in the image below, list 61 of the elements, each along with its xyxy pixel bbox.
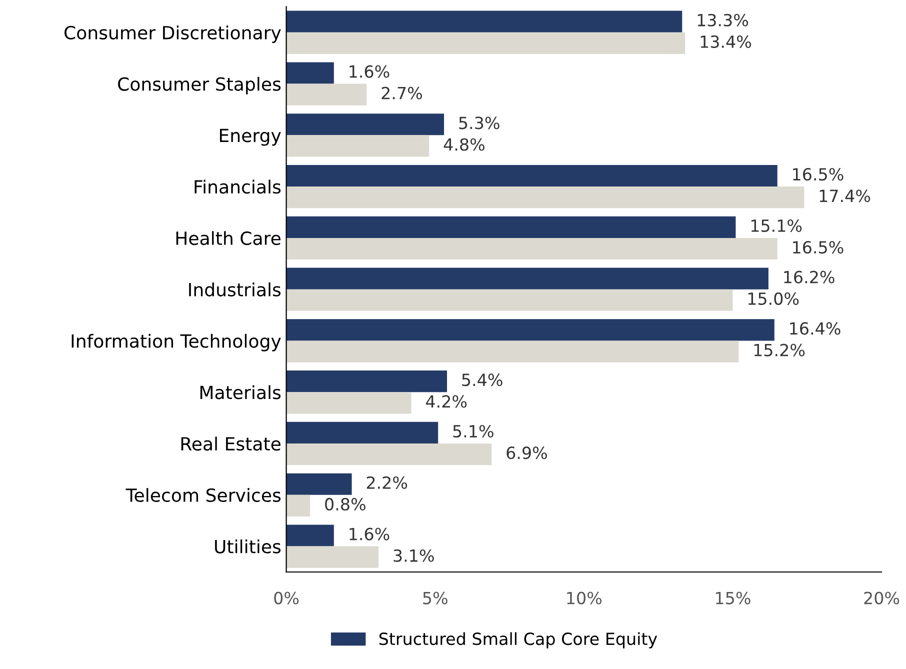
- bar: [286, 546, 379, 568]
- data-label: 1.6%: [350, 65, 390, 78]
- bar: [286, 319, 774, 341]
- x-tick-label: 10%: [567, 592, 602, 604]
- bar: [286, 238, 778, 260]
- bar: [286, 135, 430, 157]
- data-label: 5.4%: [462, 374, 502, 386]
- y-tick-label: Utilities: [215, 539, 281, 554]
- y-tick-label: Financials: [194, 180, 281, 194]
- bar: [286, 84, 367, 106]
- y-tick-label: Consumer Staples: [118, 76, 281, 94]
- data-label: 16.5%: [793, 168, 844, 181]
- data-label: 1.6%: [350, 528, 390, 540]
- data-label: 13.3%: [698, 14, 748, 26]
- bar: [286, 473, 352, 495]
- x-tick-label: 5%: [423, 592, 448, 604]
- bar: [286, 32, 686, 54]
- data-label: 15.0%: [748, 292, 799, 305]
- data-label: 2.2%: [366, 476, 408, 489]
- data-label: 17.4%: [820, 190, 870, 202]
- data-label: 16.2%: [784, 270, 834, 284]
- x-tick-label: 15%: [716, 592, 750, 604]
- bar: [286, 422, 438, 444]
- bar: [286, 392, 412, 414]
- data-label: 4.8%: [444, 138, 484, 151]
- bar: [286, 268, 768, 290]
- y-tick-label: Consumer Discretionary: [64, 26, 281, 43]
- y-tick-label: Industrials: [189, 282, 281, 296]
- y-tick-label: Energy: [220, 128, 281, 146]
- data-label: 4.2%: [426, 395, 467, 408]
- x-tick-label: 20%: [864, 592, 900, 604]
- bar: [286, 62, 334, 84]
- bar: [286, 289, 733, 311]
- bar: [286, 494, 310, 516]
- data-label: 0.8%: [325, 498, 366, 511]
- data-label: 3.1%: [394, 549, 434, 562]
- y-tick-label: Real Estate: [181, 436, 280, 451]
- y-tick-label: Information Technology: [72, 334, 281, 352]
- bar: [286, 444, 492, 466]
- data-label: 5.1%: [453, 424, 494, 438]
- bar: [286, 186, 804, 208]
- data-label: 15.1%: [751, 219, 802, 232]
- bar: [286, 10, 682, 32]
- data-label: 16.4%: [790, 322, 840, 335]
- data-label: 13.4%: [700, 35, 752, 48]
- data-label: 15.2%: [754, 344, 805, 356]
- y-tick-label: Health Care: [176, 231, 280, 246]
- y-tick-label: Materials: [200, 385, 281, 400]
- bar: [286, 340, 739, 362]
- x-tick-label: 0%: [274, 592, 299, 604]
- bar: [286, 164, 778, 187]
- data-label: 5.3%: [459, 116, 500, 130]
- bar: [286, 524, 334, 546]
- bar: [286, 114, 444, 136]
- data-label: 2.7%: [382, 86, 422, 100]
- data-label: 6.9%: [506, 446, 547, 460]
- bar: [286, 216, 736, 238]
- data-label: 16.5%: [793, 240, 844, 254]
- y-tick-label: Telecom Services: [126, 488, 281, 502]
- legend-label: Structured Small Cap Core Equity: [379, 632, 658, 648]
- bar: [286, 370, 448, 392]
